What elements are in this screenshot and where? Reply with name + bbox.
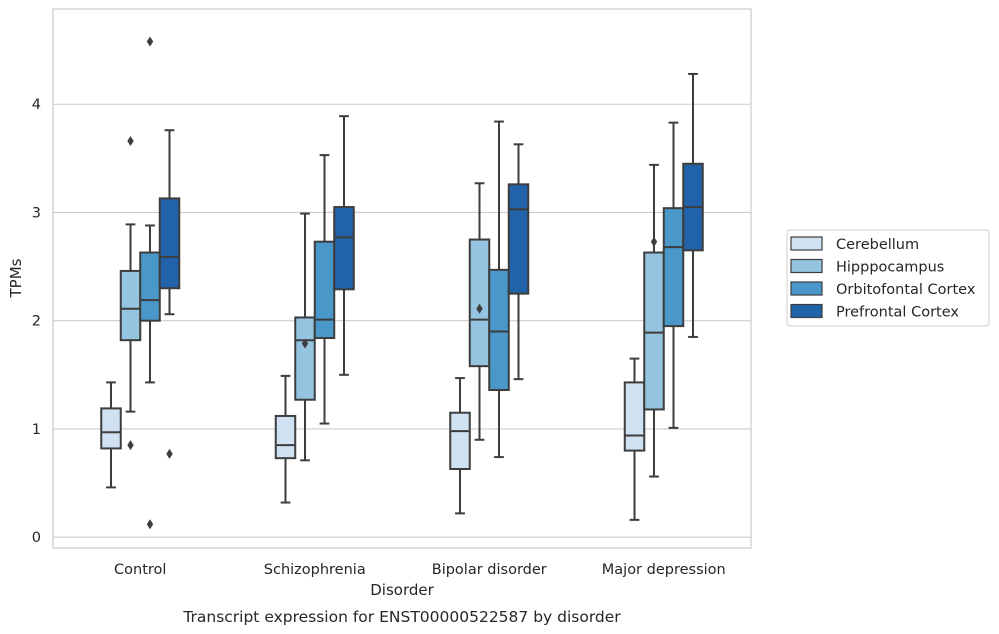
x-tick-label: Bipolar disorder xyxy=(432,562,547,578)
iqr-box xyxy=(643,251,665,411)
legend-label: Orbitofontal Cortex xyxy=(836,282,976,298)
legend-swatch xyxy=(790,236,823,251)
y-tick-label: 2 xyxy=(32,314,41,330)
legend: Cerebellum Hipppocampus Orbitofontal Corte… xyxy=(786,229,990,327)
box-cerebellum-bipolar-disorder xyxy=(449,377,471,515)
legend-items: Cerebellum Hipppocampus Orbitofontal Corte… xyxy=(790,236,976,321)
box-orbitofontal-cortex-control xyxy=(139,36,161,530)
box-orbitofontal-cortex-major-depression xyxy=(662,121,685,429)
outlier-point xyxy=(146,519,154,530)
y-axis-ticks: 0 1 2 3 4 xyxy=(32,97,41,546)
legend-label: Cerebellum xyxy=(836,237,919,253)
box-hipppocampus-control xyxy=(119,136,142,451)
plot-area-frame xyxy=(52,8,752,549)
y-tick-label: 1 xyxy=(32,422,41,438)
box-orbitofontal-cortex-bipolar-disorder xyxy=(488,120,510,459)
legend-swatch xyxy=(790,258,823,274)
box-hipppocampus-bipolar-disorder xyxy=(468,182,491,441)
x-axis-ticks: Control Schizophrenia Bipolar disorder Majo… xyxy=(114,562,726,578)
x-tick-label: Schizophrenia xyxy=(264,562,366,578)
outlier-point xyxy=(127,440,134,451)
iqr-box xyxy=(100,407,122,450)
box-prefrontal-cortex-schizophrenia xyxy=(333,115,355,376)
iqr-box xyxy=(274,414,297,460)
iqr-box xyxy=(333,206,355,291)
iqr-box xyxy=(158,197,181,290)
outlier-point xyxy=(650,236,658,247)
legend-label: Hipppocampus xyxy=(836,260,944,276)
box-prefrontal-cortex-bipolar-disorder xyxy=(507,143,530,381)
outlier-point xyxy=(301,338,309,349)
box-hipppocampus-major-depression xyxy=(643,163,665,478)
iqr-box xyxy=(488,268,510,391)
boxes xyxy=(100,36,704,530)
x-tick-label: Major depression xyxy=(602,562,726,578)
box-hipppocampus-schizophrenia xyxy=(294,212,316,462)
y-tick-label: 3 xyxy=(32,205,41,221)
outlier-point xyxy=(476,303,483,314)
y-tick-label: 0 xyxy=(32,530,41,546)
outlier-point xyxy=(146,36,154,47)
iqr-box xyxy=(313,240,336,340)
y-axis-label: TPMs xyxy=(7,258,25,298)
iqr-box xyxy=(468,238,491,368)
iqr-box xyxy=(119,269,142,342)
outlier-point xyxy=(127,136,134,147)
box-prefrontal-cortex-control xyxy=(158,129,181,459)
iqr-box xyxy=(294,316,316,401)
legend-label: Prefrontal Cortex xyxy=(836,305,959,321)
y-tick-label: 4 xyxy=(32,97,41,113)
chart-title: Transcript expression for ENST0000052258… xyxy=(182,608,621,626)
box-cerebellum-control xyxy=(100,381,122,489)
iqr-box xyxy=(139,251,161,322)
box-orbitofontal-cortex-schizophrenia xyxy=(313,154,336,425)
x-tick-label: Control xyxy=(114,562,166,578)
x-axis-label: Disorder xyxy=(370,581,434,599)
legend-frame xyxy=(786,229,990,327)
legend-swatch xyxy=(790,303,823,319)
iqr-box xyxy=(662,207,685,328)
box-prefrontal-cortex-major-depression xyxy=(682,72,704,338)
legend-swatch xyxy=(790,281,823,296)
outlier-point xyxy=(166,448,173,459)
box-cerebellum-schizophrenia xyxy=(274,374,297,504)
iqr-box xyxy=(507,183,530,295)
iqr-box xyxy=(449,411,471,470)
iqr-box xyxy=(623,381,646,452)
box-cerebellum-major-depression xyxy=(623,357,646,521)
